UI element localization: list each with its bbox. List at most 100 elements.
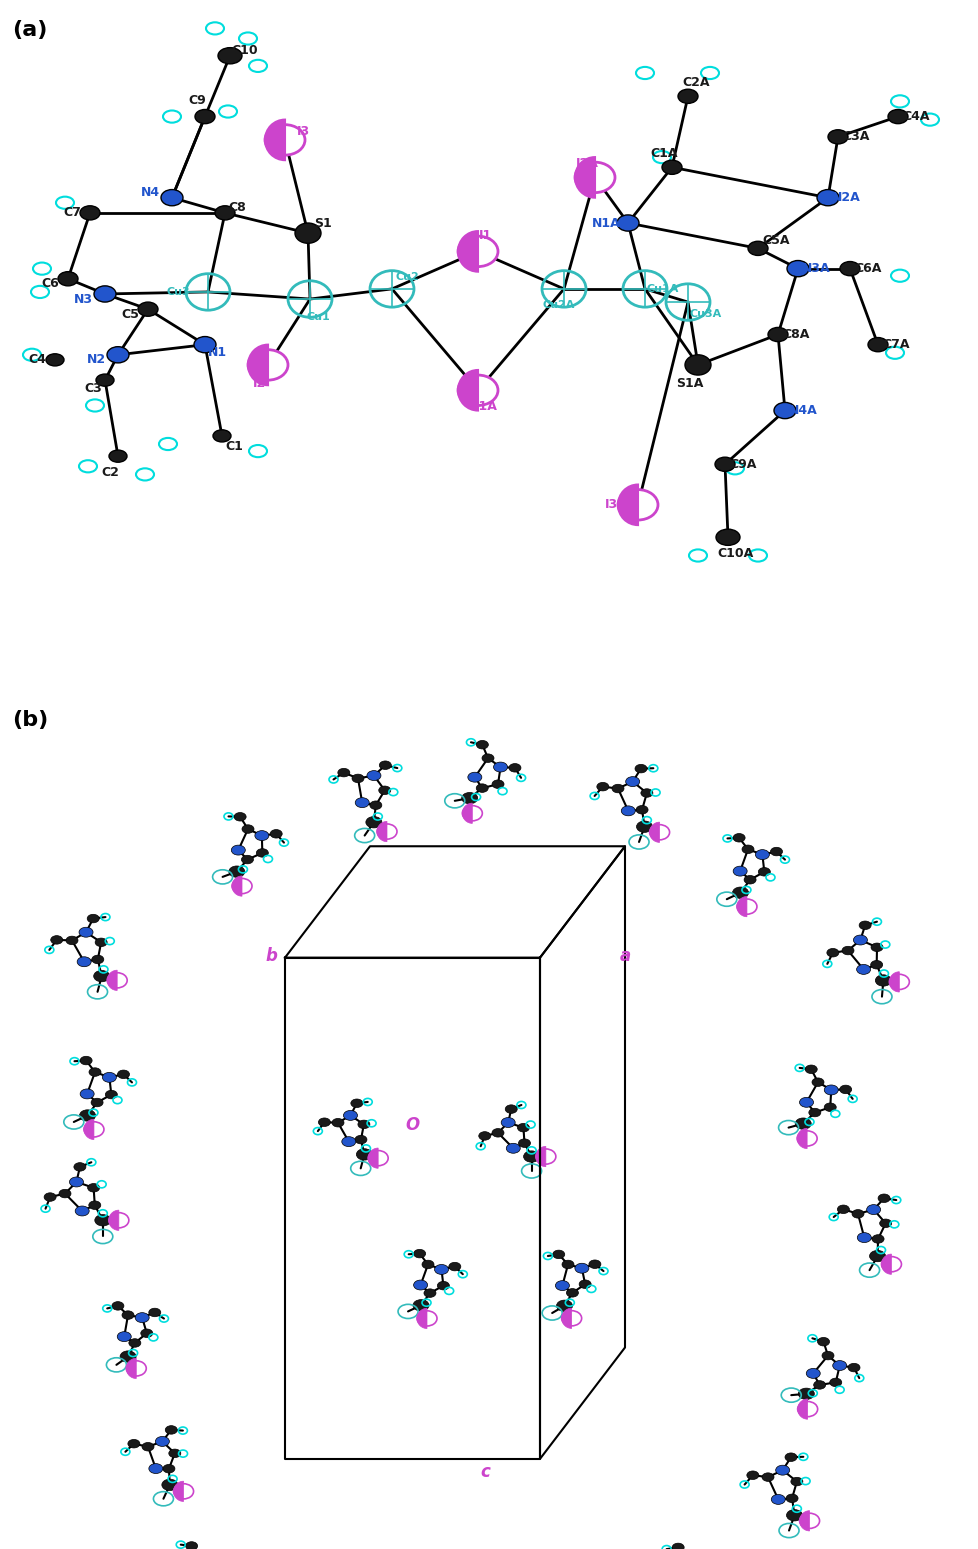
Ellipse shape	[215, 206, 235, 220]
Ellipse shape	[561, 1310, 581, 1326]
Text: C10A: C10A	[717, 547, 753, 561]
Ellipse shape	[422, 1261, 433, 1269]
Ellipse shape	[625, 776, 639, 787]
Wedge shape	[417, 1309, 426, 1329]
Ellipse shape	[784, 1453, 796, 1461]
Text: C3A: C3A	[841, 130, 868, 144]
Ellipse shape	[95, 939, 107, 946]
Ellipse shape	[462, 793, 477, 804]
Ellipse shape	[434, 1264, 448, 1275]
Wedge shape	[797, 1399, 807, 1419]
Text: Cu2: Cu2	[395, 271, 419, 282]
Text: N4A: N4A	[788, 404, 817, 417]
Ellipse shape	[636, 821, 652, 832]
Ellipse shape	[796, 1131, 817, 1146]
Ellipse shape	[448, 1262, 461, 1270]
Text: I3A: I3A	[604, 499, 627, 511]
Ellipse shape	[88, 1183, 100, 1193]
Text: Cu3: Cu3	[166, 287, 190, 297]
Wedge shape	[880, 1255, 891, 1275]
Ellipse shape	[574, 1264, 589, 1273]
Ellipse shape	[877, 1194, 889, 1202]
Wedge shape	[796, 1128, 806, 1148]
Ellipse shape	[566, 1289, 578, 1297]
Ellipse shape	[505, 1104, 516, 1114]
Text: (b): (b)	[12, 709, 48, 730]
Ellipse shape	[377, 824, 397, 840]
Text: C4: C4	[28, 353, 46, 367]
Text: C8A: C8A	[781, 328, 809, 341]
Ellipse shape	[879, 1219, 891, 1227]
Ellipse shape	[94, 287, 115, 302]
Ellipse shape	[186, 1541, 198, 1549]
Ellipse shape	[149, 1464, 162, 1473]
Ellipse shape	[117, 1332, 131, 1341]
Ellipse shape	[771, 1495, 784, 1504]
Ellipse shape	[506, 1143, 519, 1154]
Wedge shape	[535, 1146, 546, 1166]
Ellipse shape	[46, 353, 64, 366]
Ellipse shape	[161, 1479, 178, 1490]
Ellipse shape	[616, 215, 639, 231]
Ellipse shape	[337, 768, 349, 778]
Ellipse shape	[458, 375, 498, 406]
Ellipse shape	[493, 762, 507, 771]
Ellipse shape	[806, 1368, 820, 1379]
Ellipse shape	[367, 770, 380, 781]
Ellipse shape	[733, 833, 744, 843]
Ellipse shape	[423, 1289, 435, 1298]
Ellipse shape	[107, 973, 127, 988]
Ellipse shape	[173, 1484, 194, 1499]
Wedge shape	[736, 897, 746, 917]
Ellipse shape	[378, 761, 391, 770]
Text: O: O	[405, 1115, 419, 1134]
Ellipse shape	[775, 1465, 789, 1475]
Ellipse shape	[811, 1078, 823, 1086]
Text: C7: C7	[63, 206, 81, 220]
Ellipse shape	[813, 1380, 824, 1389]
Text: I2A: I2A	[575, 156, 598, 170]
Text: C3: C3	[84, 381, 102, 395]
Text: Cu1: Cu1	[306, 313, 330, 322]
Ellipse shape	[561, 1261, 573, 1269]
Ellipse shape	[229, 866, 244, 877]
Ellipse shape	[368, 1151, 387, 1166]
Wedge shape	[126, 1358, 136, 1379]
Ellipse shape	[823, 1103, 835, 1112]
Ellipse shape	[84, 1121, 104, 1137]
Ellipse shape	[142, 1442, 154, 1451]
Ellipse shape	[797, 1402, 817, 1417]
Ellipse shape	[318, 1118, 331, 1126]
Ellipse shape	[265, 124, 305, 155]
Ellipse shape	[247, 350, 288, 380]
Ellipse shape	[761, 1473, 774, 1481]
Wedge shape	[888, 971, 899, 991]
Ellipse shape	[87, 914, 99, 923]
Wedge shape	[799, 1510, 809, 1530]
Ellipse shape	[746, 1472, 758, 1479]
Ellipse shape	[413, 1279, 427, 1290]
Ellipse shape	[832, 1360, 846, 1371]
Ellipse shape	[492, 1129, 504, 1137]
Wedge shape	[462, 802, 471, 824]
Ellipse shape	[732, 888, 748, 898]
Text: I1: I1	[479, 229, 492, 242]
Ellipse shape	[517, 1123, 529, 1132]
Ellipse shape	[523, 1151, 539, 1162]
Ellipse shape	[869, 960, 882, 970]
Text: N2: N2	[86, 353, 106, 367]
Text: C1A: C1A	[649, 147, 677, 160]
Ellipse shape	[857, 1233, 870, 1242]
Wedge shape	[617, 485, 638, 525]
Ellipse shape	[743, 875, 755, 884]
Ellipse shape	[747, 242, 767, 256]
Ellipse shape	[417, 1310, 436, 1326]
Ellipse shape	[475, 784, 488, 793]
Wedge shape	[173, 1481, 184, 1501]
Ellipse shape	[774, 403, 795, 418]
Ellipse shape	[841, 946, 853, 954]
Ellipse shape	[553, 1250, 564, 1259]
Ellipse shape	[597, 782, 608, 792]
Text: (a): (a)	[12, 20, 47, 40]
Ellipse shape	[887, 110, 907, 124]
